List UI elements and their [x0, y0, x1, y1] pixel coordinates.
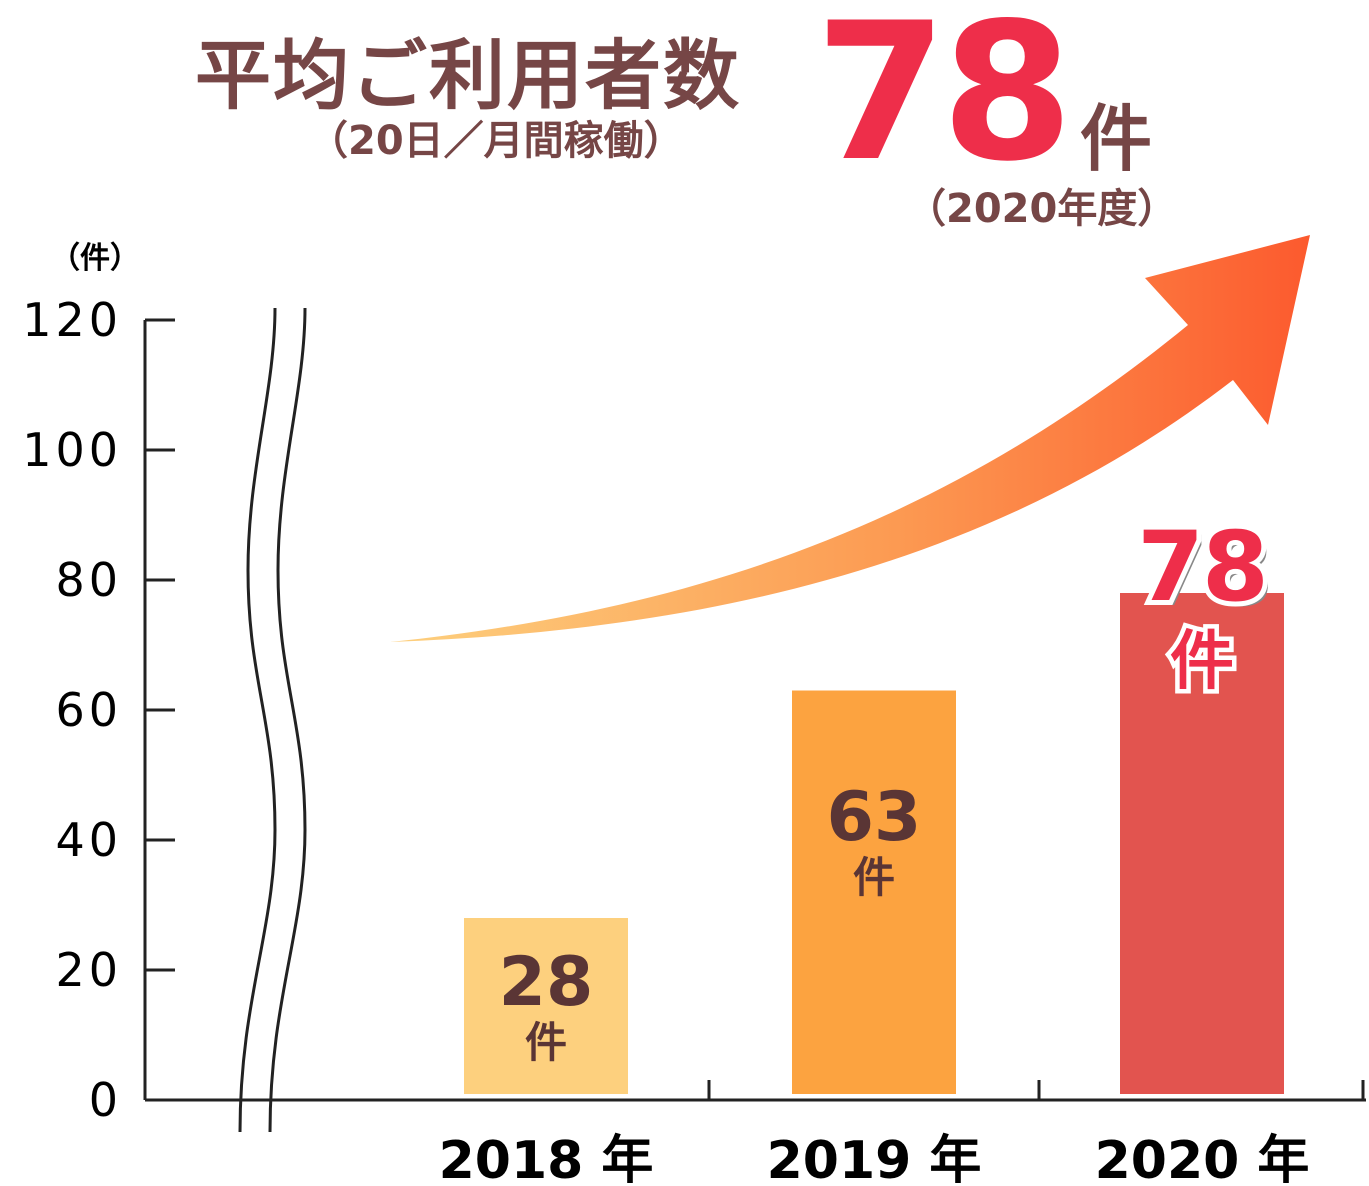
data-unit-2: 件	[853, 853, 895, 902]
highlight-unit: 件	[1080, 97, 1153, 181]
x-category-label-3: 2020 年	[1095, 1131, 1310, 1186]
chart-subtitle: （20日／月間稼働）	[308, 118, 684, 164]
highlight-period: （2020年度）	[906, 186, 1178, 232]
axis-break-line-right	[268, 307, 307, 1133]
x-category-label-2: 2019 年	[767, 1131, 982, 1186]
highlight-value: 78	[815, 0, 1073, 203]
data-label-2: 63	[827, 778, 922, 857]
data-label-1: 28	[499, 943, 594, 1022]
y-tick-label-0: 0	[89, 1073, 122, 1127]
y-tick-label-80: 80	[55, 553, 122, 607]
y-tick-label-20: 20	[55, 943, 122, 997]
data-label-3: 78	[1137, 511, 1267, 623]
trend-arrow	[390, 235, 1310, 642]
y-tick-label-100: 100	[22, 423, 122, 477]
chart-title: 平均ご利用者数	[195, 31, 741, 120]
y-axis-unit-label: （件）	[50, 241, 140, 276]
axis-break-line-left	[238, 307, 277, 1133]
data-unit-3: 件	[1170, 625, 1234, 699]
data-label-3-shadow: 78	[1142, 516, 1272, 628]
y-tick-label-120: 120	[22, 293, 122, 347]
bar-2	[792, 690, 956, 1094]
y-tick-label-40: 40	[55, 813, 122, 867]
bar-3	[1120, 593, 1284, 1094]
bar-1	[464, 918, 628, 1094]
x-category-label-1: 2018 年	[439, 1131, 654, 1186]
data-unit-1: 件	[525, 1018, 567, 1067]
y-tick-label-60: 60	[55, 683, 122, 737]
